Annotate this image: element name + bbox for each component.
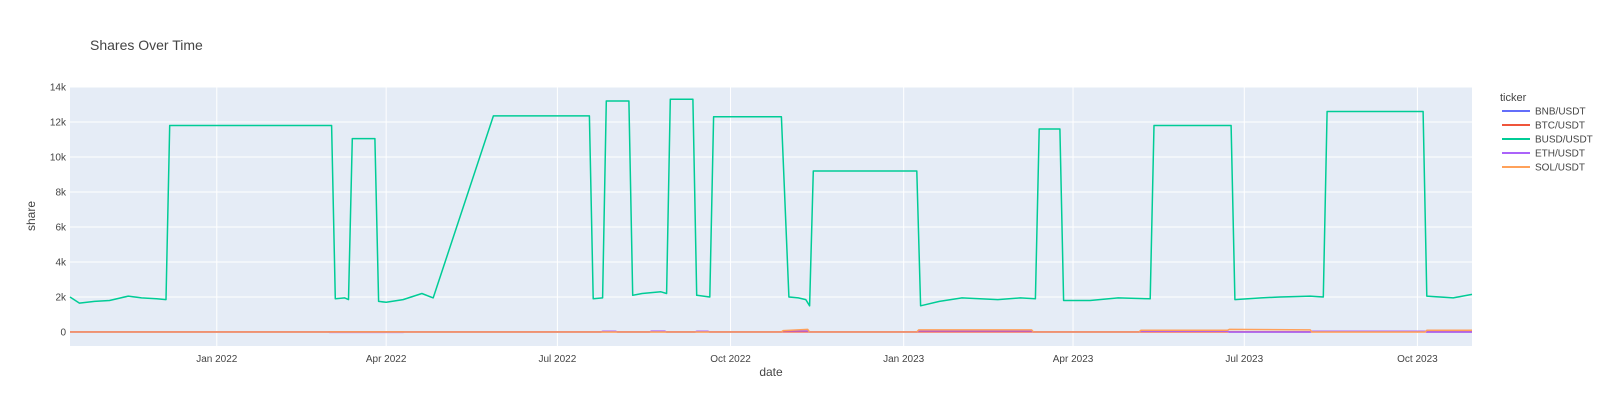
legend-label: BUSD/USDT <box>1535 135 1593 146</box>
x-axis-title: date <box>759 365 783 379</box>
y-tick-label: 0 <box>60 328 66 339</box>
y-tick-label: 10k <box>50 153 67 164</box>
legend-label: BTC/USDT <box>1535 121 1585 132</box>
legend-item-bnb-usdt[interactable]: BNB/USDT <box>1502 107 1586 118</box>
y-tick-label: 6k <box>55 223 67 234</box>
legend-label: ETH/USDT <box>1535 149 1585 160</box>
chart-title: Shares Over Time <box>90 37 203 53</box>
y-ticks: 0 2k 4k 6k 8k 10k 12k 14k <box>50 83 67 339</box>
legend: ticker BNB/USDT BTC/USDT BUSD/USDT ETH/USDT… <box>1500 92 1593 174</box>
plot-background <box>70 87 1472 346</box>
x-tick-label: Jan 2022 <box>196 354 238 365</box>
legend-title: ticker <box>1500 92 1527 104</box>
series-line-sol-usdt <box>70 328 1472 333</box>
legend-label: BNB/USDT <box>1535 107 1586 118</box>
x-tick-label: Jul 2023 <box>1225 354 1263 365</box>
x-tick-label: Apr 2022 <box>366 354 407 365</box>
y-tick-label: 12k <box>50 118 67 129</box>
x-tick-label: Oct 2022 <box>710 354 751 365</box>
y-tick-label: 14k <box>50 83 67 94</box>
x-tick-label: Oct 2023 <box>1397 354 1438 365</box>
legend-item-sol-usdt[interactable]: SOL/USDT <box>1502 163 1585 174</box>
y-tick-label: 2k <box>55 293 67 304</box>
x-ticks: Jan 2022 Apr 2022 Jul 2022 Oct 2022 Jan 2023… <box>196 354 1438 365</box>
legend-item-eth-usdt[interactable]: ETH/USDT <box>1502 149 1585 160</box>
legend-item-btc-usdt[interactable]: BTC/USDT <box>1502 121 1585 132</box>
x-tick-label: Jan 2023 <box>883 354 925 365</box>
legend-item-busd-usdt[interactable]: BUSD/USDT <box>1502 135 1593 146</box>
series-group <box>69 98 1473 334</box>
x-tick-label: Jul 2022 <box>539 354 577 365</box>
series-line-busd-usdt <box>69 98 1473 307</box>
y-tick-label: 4k <box>55 258 67 269</box>
y-tick-label: 8k <box>55 188 67 199</box>
x-tick-label: Apr 2023 <box>1053 354 1094 365</box>
y-axis-title: share <box>24 201 38 231</box>
legend-label: SOL/USDT <box>1535 163 1585 174</box>
